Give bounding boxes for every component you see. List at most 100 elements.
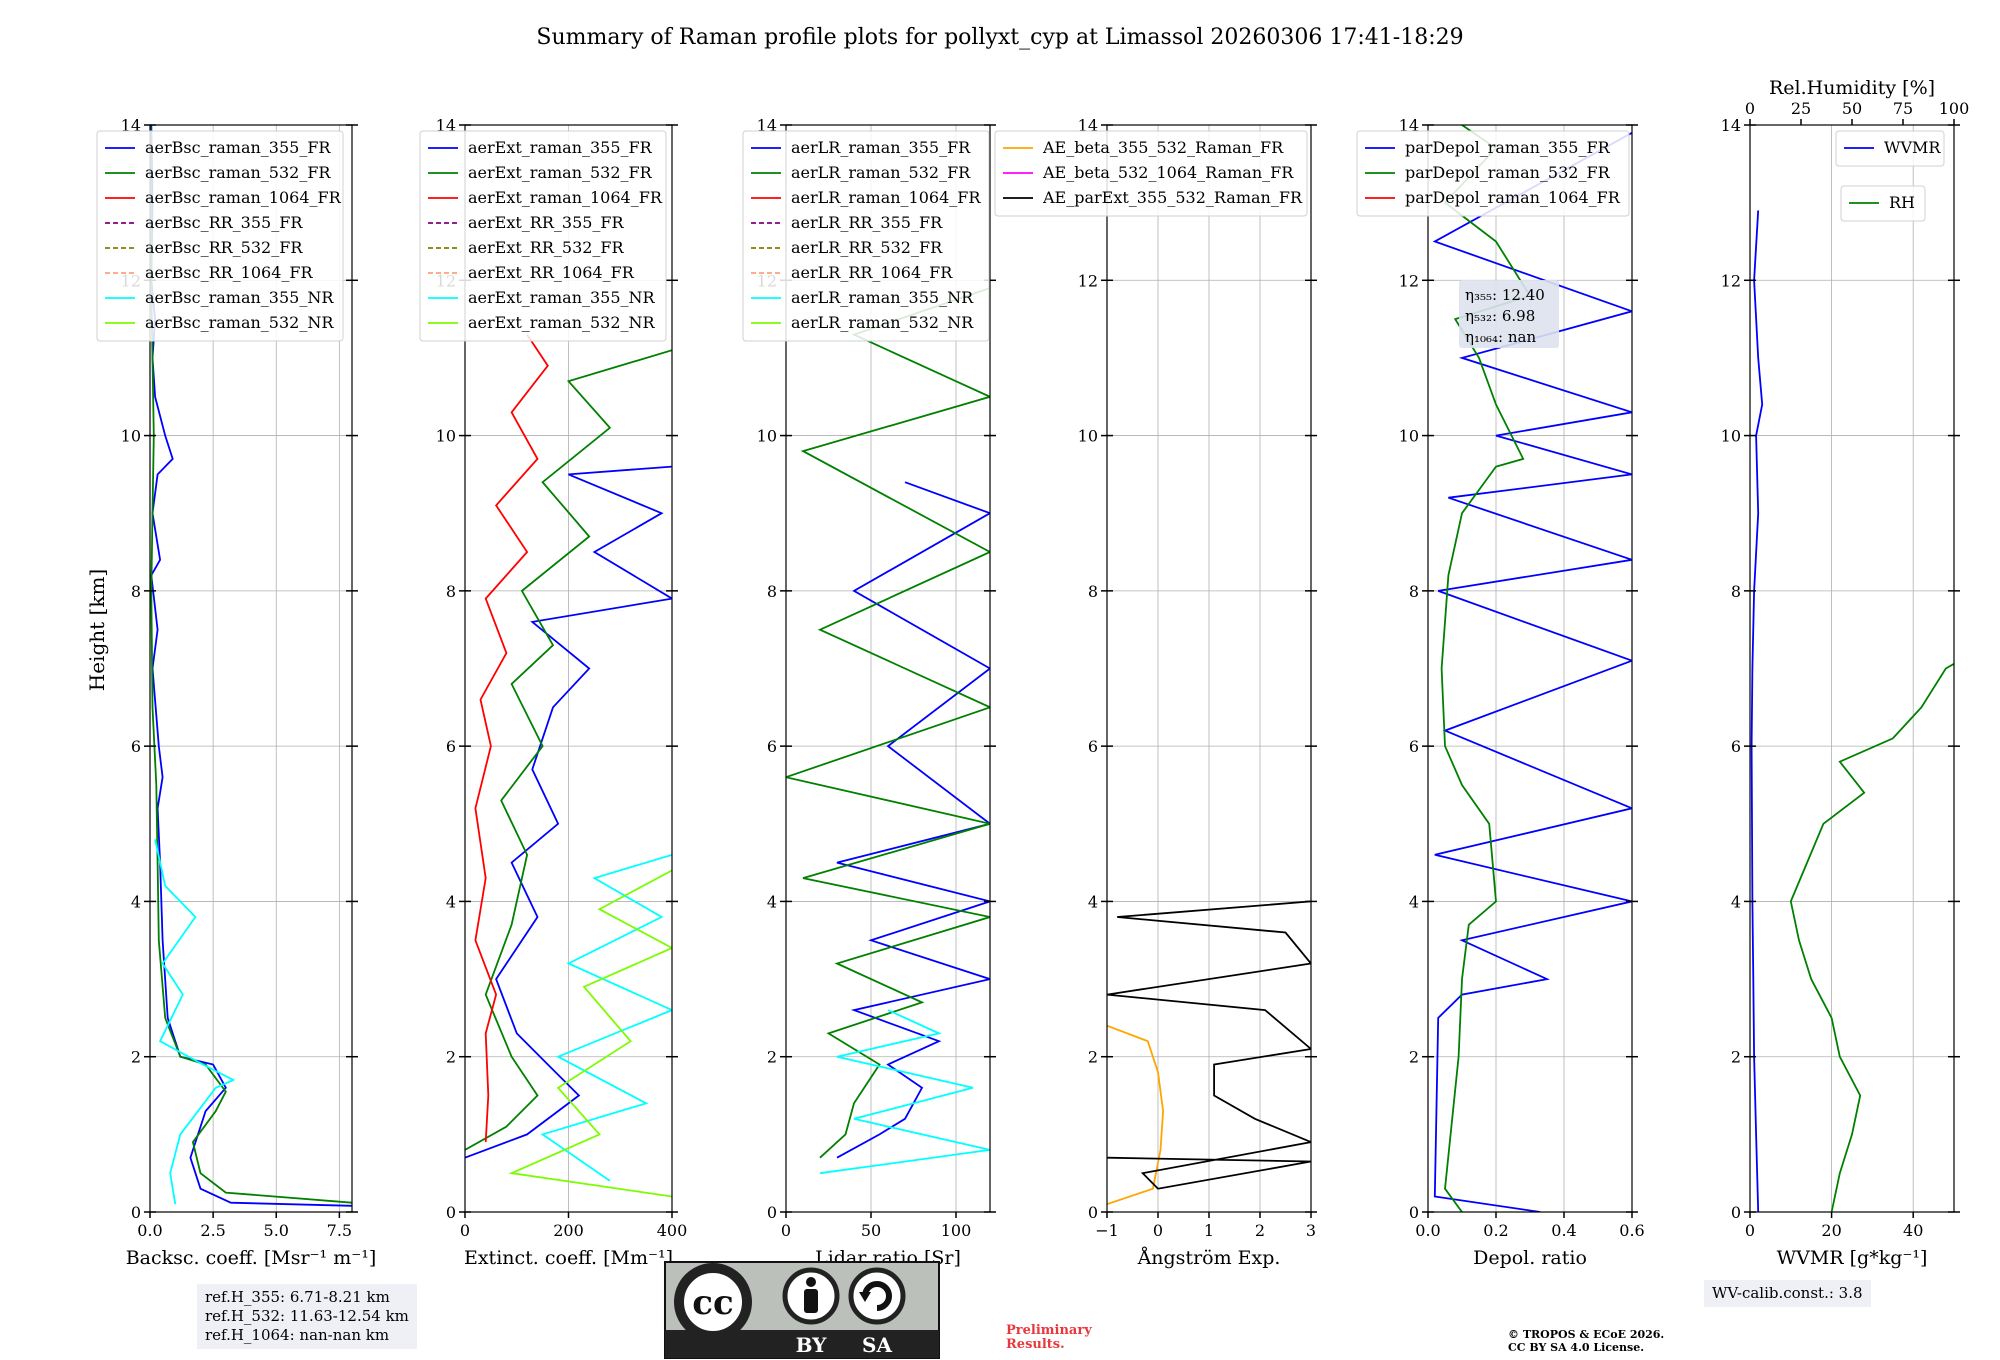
series-line-AE_parExt_355_532_Raman_FR — [1107, 900, 1311, 1190]
legend-label: aerExt_raman_355_NR — [468, 288, 656, 307]
y-tick-label: 14 — [1399, 116, 1419, 135]
copyright-note: © TROPOS & ECoE 2026. CC BY SA 4.0 Licen… — [1508, 1328, 1664, 1354]
top-x-tick-label: 75 — [1893, 99, 1913, 118]
y-tick-label: 2 — [1409, 1048, 1419, 1067]
annotation-box — [1459, 280, 1559, 348]
legend-label: aerLR_raman_355_NR — [791, 288, 974, 307]
legend-label: aerBsc_raman_1064_FR — [145, 188, 342, 207]
legend-label: aerExt_raman_1064_FR — [468, 188, 663, 207]
series-line-aerExt_raman_532_NR — [508, 869, 672, 1198]
legend-label: aerExt_RR_1064_FR — [468, 263, 635, 282]
x-tick-label: 0.2 — [1483, 1221, 1508, 1240]
preliminary-line-2: Results. — [1006, 1337, 1065, 1352]
figure-title: Summary of Raman profile plots for polly… — [536, 25, 1463, 50]
series-line-aerLR_raman_355_FR — [836, 481, 990, 1159]
y-tick-label: 4 — [1731, 892, 1741, 911]
legend-label: aerExt_RR_532_FR — [468, 238, 625, 257]
top-x-tick-label: 100 — [1939, 99, 1970, 118]
y-axis-label: Height [km] — [85, 569, 109, 691]
legend: RH — [1840, 185, 1926, 222]
y-tick-label: 10 — [436, 427, 456, 446]
y-tick-label: 4 — [1088, 892, 1098, 911]
legend-label: RH — [1889, 193, 1915, 212]
axes-frame — [1427, 124, 1633, 1213]
top-x-tick-label: 25 — [1791, 99, 1811, 118]
x-tick-label: 2.5 — [200, 1221, 225, 1240]
legend-label: AE_beta_532_1064_Raman_FR — [1042, 163, 1294, 182]
legend-box — [1835, 130, 1945, 167]
legend-box — [96, 130, 344, 342]
top-x-axis-label: Rel.Humidity [%] — [1769, 77, 1935, 99]
legend-label: aerBsc_RR_1064_FR — [145, 263, 314, 282]
legend-label: aerLR_raman_355_FR — [791, 138, 971, 157]
x-tick-label: 0 — [1745, 1221, 1755, 1240]
preliminary-note: Preliminary Results. — [1006, 1324, 1092, 1352]
cc-by-sa-badge[interactable]: cc BY SA — [664, 1261, 940, 1359]
y-tick-label: 6 — [767, 737, 777, 756]
legend-label: parDepol_raman_355_FR — [1405, 138, 1611, 157]
series-line-aerBsc_raman_355_FR — [150, 125, 352, 1207]
y-tick-label: 0 — [1731, 1203, 1741, 1222]
x-tick-label: 0.4 — [1551, 1221, 1576, 1240]
legend: WVMR — [1835, 130, 1945, 167]
annotation-line: η₅₃₂: 6.98 — [1465, 307, 1535, 325]
panel-extinction: 024681012140200400Extinct. coeff. [Mm⁻¹]… — [419, 116, 687, 1269]
legend-label: aerLR_raman_532_FR — [791, 163, 971, 182]
legend-label: WVMR — [1884, 138, 1941, 157]
preliminary-line-1: Preliminary — [1006, 1323, 1092, 1338]
y-tick-label: 10 — [757, 427, 777, 446]
legend-label: aerBsc_RR_532_FR — [145, 238, 303, 257]
annotation-line: η₁₀₆₄: nan — [1465, 328, 1536, 346]
copyright-line-2: CC BY SA 4.0 License. — [1508, 1341, 1645, 1354]
legend-label: parDepol_raman_1064_FR — [1405, 188, 1621, 207]
x-axis-label: Backsc. coeff. [Msr⁻¹ m⁻¹] — [126, 1247, 377, 1269]
y-tick-label: 2 — [767, 1048, 777, 1067]
y-tick-label: 0 — [767, 1203, 777, 1222]
x-tick-label: 50 — [861, 1221, 881, 1240]
y-tick-label: 14 — [436, 116, 456, 135]
copyright-line-1: © TROPOS & ECoE 2026. — [1508, 1328, 1665, 1341]
y-tick-label: 0 — [1409, 1203, 1419, 1222]
series-line-aerExt_raman_1064_FR — [474, 334, 549, 1143]
y-tick-label: 6 — [131, 737, 141, 756]
y-tick-label: 0 — [1088, 1203, 1098, 1222]
y-tick-label: 8 — [1088, 582, 1098, 601]
depol-annotation: η₃₅₅: 12.40 η₅₃₂: 6.98 η₁₀₆₄: nan — [1459, 280, 1559, 348]
series-line-AE_beta_355_532_Raman_FR — [1107, 1024, 1165, 1206]
legend-label: aerBsc_raman_532_NR — [145, 313, 334, 332]
legend-label: aerBsc_RR_355_FR — [145, 213, 303, 232]
y-tick-label: 8 — [446, 582, 456, 601]
axes-frame — [1749, 124, 1955, 1213]
axes-frame — [785, 124, 991, 1213]
series-line-aerLR_raman_532_FR — [786, 287, 990, 1159]
y-tick-label: 2 — [131, 1048, 141, 1067]
by-label: BY — [796, 1333, 828, 1357]
series-line-aerExt_raman_532_FR — [465, 349, 672, 1151]
y-tick-label: 4 — [767, 892, 777, 911]
y-tick-label: 8 — [1409, 582, 1419, 601]
x-tick-label: 200 — [553, 1221, 584, 1240]
legend-box — [1356, 130, 1630, 217]
legend-box — [742, 130, 990, 342]
legend-label: aerLR_raman_1064_FR — [791, 188, 981, 207]
legend: aerBsc_raman_355_FR aerBsc_raman_532_FRae… — [96, 130, 344, 342]
legend-box — [1840, 185, 1926, 222]
legend-box — [419, 130, 667, 342]
legend-label: aerLR_raman_532_NR — [791, 313, 974, 332]
x-tick-label: 3 — [1306, 1221, 1316, 1240]
legend-label: aerExt_raman_355_FR — [468, 138, 653, 157]
y-tick-label: 4 — [131, 892, 141, 911]
series-line-WVMR — [1750, 210, 1764, 1212]
x-tick-label: 0.0 — [1415, 1221, 1440, 1240]
axes-frame — [149, 124, 353, 1213]
y-tick-label: 0 — [446, 1203, 456, 1222]
x-tick-label: 5.0 — [264, 1221, 289, 1240]
cc-label: cc — [692, 1283, 733, 1323]
y-tick-label: 2 — [1731, 1048, 1741, 1067]
y-tick-label: 2 — [446, 1048, 456, 1067]
x-tick-label: −1 — [1095, 1221, 1119, 1240]
y-tick-label: 8 — [1731, 582, 1741, 601]
y-tick-label: 8 — [767, 582, 777, 601]
legend-label: aerExt_RR_355_FR — [468, 213, 625, 232]
